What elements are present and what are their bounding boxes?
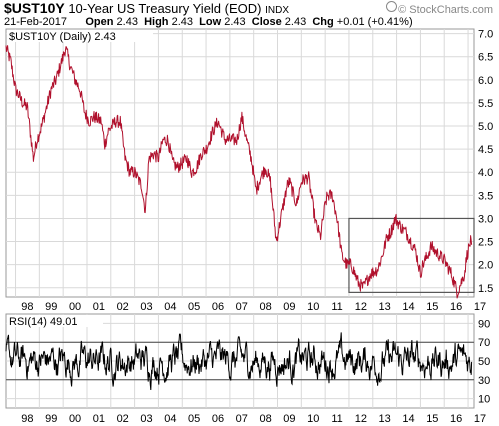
price-y-tick-label: 3.5 (478, 190, 493, 202)
rsi-x-tick-label: 05 (188, 413, 200, 425)
open-label: Open (85, 16, 114, 28)
price-x-tick-label: 07 (236, 301, 248, 313)
price-y-tick-label: 6.0 (478, 75, 493, 87)
rsi-y-tick-label: 90 (478, 318, 490, 330)
copyright-logo-icon (386, 1, 398, 12)
price-x-tick-label: 05 (188, 301, 200, 313)
quote-line: 21-Feb-2017 Open 2.43 High 2.43 Low 2.43… (4, 16, 413, 29)
rsi-y-axis: 10 30 50 70 90 (478, 318, 490, 405)
price-x-tick-label: 10 (307, 301, 319, 313)
price-x-tick-label: 15 (426, 301, 438, 313)
rsi-x-axis: 98 99 00 01 02 03 04 05 06 07 08 09 10 11 12 13 14 15 16 17 (21, 413, 486, 425)
rsi-x-tick-label: 13 (379, 413, 391, 425)
quote-date: 21-Feb-2017 (4, 16, 67, 28)
rsi-x-tick-label: 01 (93, 413, 105, 425)
price-x-tick-label: 08 (259, 301, 271, 313)
price-x-tick-label: 99 (45, 301, 57, 313)
chg-label: Chg (312, 16, 334, 28)
rsi-x-tick-label: 02 (117, 413, 129, 425)
brand: © StockCharts.com (386, 1, 493, 16)
rsi-x-tick-label: 04 (164, 413, 176, 425)
price-x-axis: 98 99 00 01 02 03 04 05 06 07 08 09 10 11 12 13 14 15 16 17 (21, 301, 486, 313)
rsi-y-tick-label: 30 (478, 375, 490, 387)
brand-text: © StockCharts.com (398, 4, 493, 16)
rsi-x-tick-label: 06 (212, 413, 224, 425)
price-x-tick-label: 04 (164, 301, 176, 313)
rsi-x-tick-label: 07 (236, 413, 248, 425)
low-value: 2.43 (224, 16, 246, 28)
rsi-legend-text: RSI(14) 49.01 (9, 316, 77, 328)
price-x-tick-label: 14 (402, 301, 414, 313)
price-x-tick-label: 17 (474, 301, 486, 313)
rsi-x-tick-label: 17 (474, 413, 486, 425)
rsi-series-line (5, 332, 473, 391)
price-y-tick-label: 1.5 (478, 283, 493, 295)
price-x-tick-label: 03 (140, 301, 152, 313)
price-y-tick-label: 7.0 (478, 29, 493, 41)
annotation-box (348, 217, 475, 293)
price-x-tick-label: 01 (93, 301, 105, 313)
price-x-tick-label: 98 (21, 301, 33, 313)
rsi-y-tick-label: 70 (478, 337, 490, 349)
rsi-x-tick-label: 15 (426, 413, 438, 425)
rsi-x-tick-label: 14 (402, 413, 414, 425)
price-y-tick-label: 3.0 (478, 213, 493, 225)
price-x-tick-label: 00 (69, 301, 81, 313)
price-x-tick-label: 12 (355, 301, 367, 313)
rsi-x-tick-label: 98 (21, 413, 33, 425)
low-label: Low (199, 16, 222, 28)
price-y-tick-label: 6.5 (478, 52, 493, 64)
annotation-box-group (348, 217, 475, 293)
open-value: 2.43 (116, 16, 138, 28)
rsi-x-tick-label: 00 (69, 413, 81, 425)
rsi-x-tick-label: 03 (140, 413, 152, 425)
rsi-x-tick-label: 99 (45, 413, 57, 425)
instrument-name: 10-Year US Treasury Yield (EOD) (68, 1, 262, 16)
rsi-x-tick-label: 08 (259, 413, 271, 425)
exchange: INDX (265, 5, 290, 16)
price-x-tick-label: 11 (331, 301, 342, 313)
price-y-tick-label: 5.5 (478, 98, 493, 110)
price-panel-frame (5, 28, 475, 298)
price-x-tick-label: 06 (212, 301, 224, 313)
high-label: High (144, 16, 169, 28)
price-x-tick-label: 02 (117, 301, 129, 313)
high-value: 2.43 (171, 16, 194, 28)
rsi-x-tick-label: 09 (283, 413, 295, 425)
price-legend-text: $UST10Y (Daily) 2.43 (9, 31, 116, 43)
rsi-y-tick-label: 10 (478, 394, 490, 406)
rsi-legend-bg (7, 315, 103, 327)
price-y-tick-label: 4.5 (478, 144, 493, 156)
close-label: Close (251, 16, 282, 28)
chart-title: $UST10Y 10-Year US Treasury Yield (EOD) … (4, 0, 289, 19)
price-x-tick-label: 09 (283, 301, 295, 313)
price-legend-bg (7, 30, 153, 42)
rsi-x-tick-label: 10 (307, 413, 319, 425)
price-grid (6, 29, 474, 297)
rsi-x-tick-label: 12 (355, 413, 367, 425)
price-y-tick-label: 2.5 (478, 237, 493, 249)
price-series-line (5, 45, 473, 299)
price-x-tick-label: 13 (379, 301, 391, 313)
price-y-axis: 1.5 2.0 2.5 3.0 3.5 4.0 4.5 5.0 5.5 6.0 6.5 7.0 (478, 29, 493, 295)
rsi-x-tick-label: 11 (331, 413, 342, 425)
price-y-tick-label: 2.0 (478, 260, 493, 272)
rsi-x-tick-label: 16 (450, 413, 462, 425)
price-x-tick-label: 16 (450, 301, 462, 313)
price-y-tick-label: 5.0 (478, 121, 493, 133)
price-y-tick-label: 4.0 (478, 167, 493, 179)
chg-value: +0.01 (+0.41%) (336, 16, 413, 28)
symbol: $UST10Y (4, 0, 65, 16)
close-value: 2.43 (284, 16, 307, 28)
rsi-y-tick-label: 50 (478, 356, 490, 368)
